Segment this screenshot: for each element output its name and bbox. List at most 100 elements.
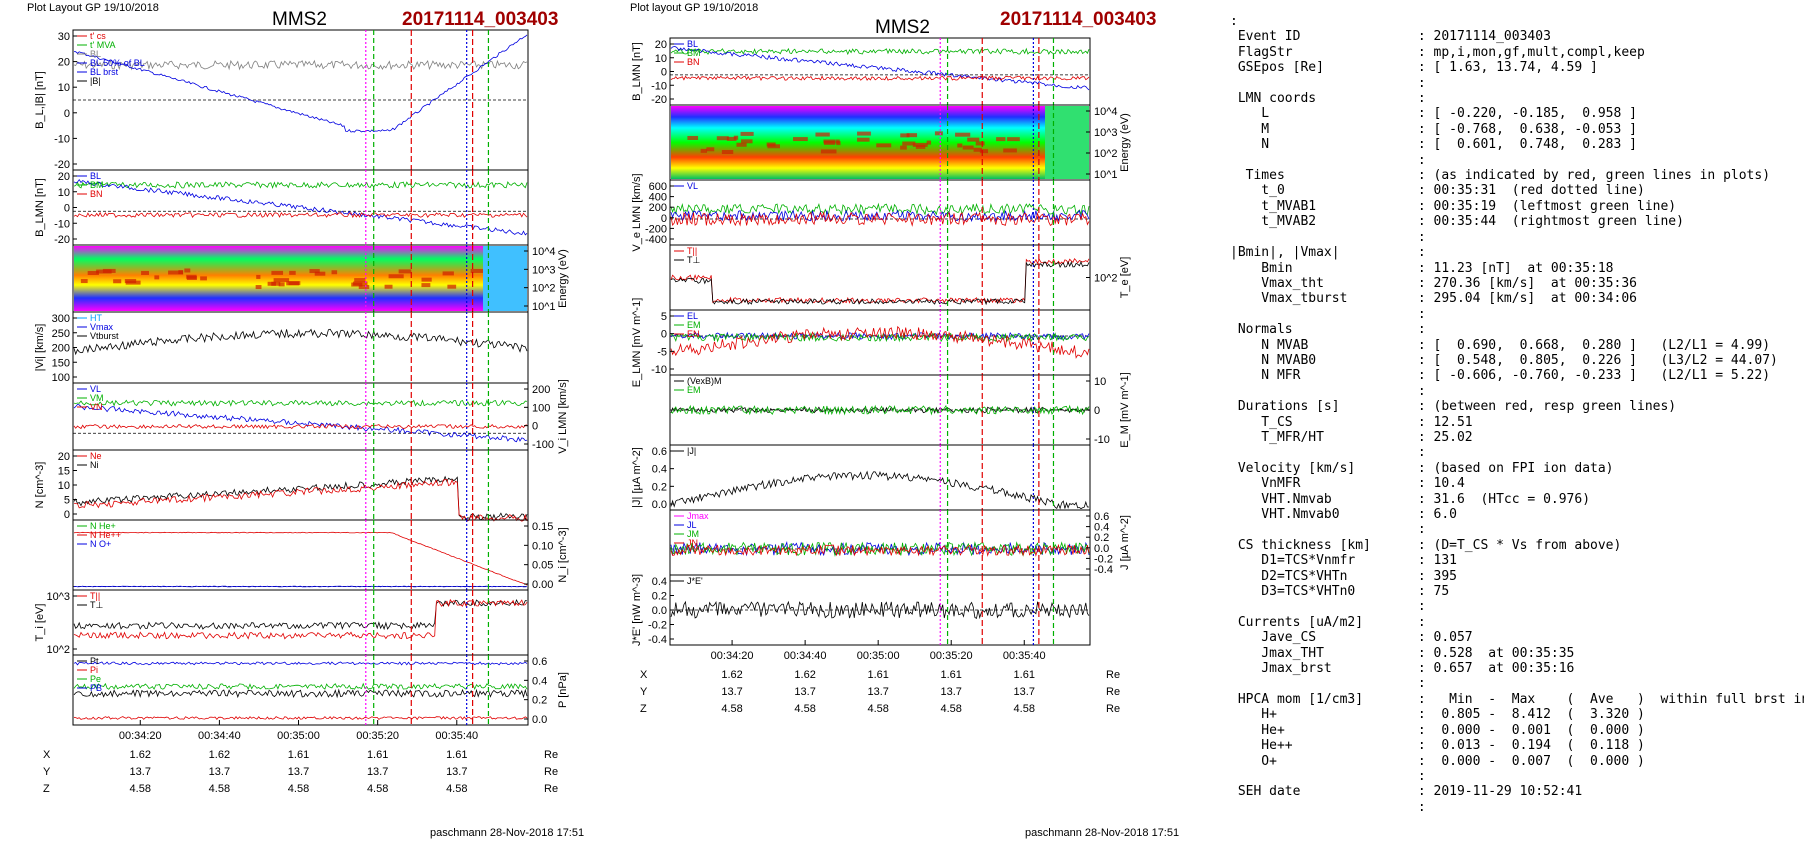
y-tick-label: 10 [58, 480, 70, 492]
panel-3: 10^4 10^3 10^2 10^1 Energy (eV) [72, 244, 569, 313]
spectrogram-sheath [483, 246, 527, 311]
no-trace [73, 585, 528, 588]
middle-plot-figure: Plot layout GP 19/10/2018 MMS2 20171114_… [630, 2, 1179, 839]
y-axis-label: E_LMN [mV m^-1] [631, 298, 643, 388]
y-tick-label: -10 [54, 133, 70, 145]
info-line: Bmin : 11.23 [nT] at 00:35:18 [1230, 260, 1614, 276]
y-tick-label: 0.15 [532, 521, 553, 533]
y-tick-label: 0 [661, 213, 667, 225]
info-line: t_0 : 00:35:31 (red dotted line) [1230, 183, 1645, 199]
y-axis-label: |Vi| [km/s] [34, 324, 46, 372]
info-line: Jmax_brst : 0.657 at 00:35:16 [1230, 661, 1575, 677]
vl-trace [73, 403, 528, 443]
spectrogram-hotspot [273, 278, 290, 283]
el-trace [670, 331, 1090, 341]
spectrogram-hotspot [331, 270, 338, 275]
bm-trace [73, 180, 528, 190]
jn-trace [670, 543, 1090, 557]
pos-value: 4.58 [367, 783, 388, 795]
pos-unit: Re [1106, 703, 1120, 715]
info-line: D1=TCS*Vnmfr : 131 [1230, 553, 1457, 569]
y-tick-label: -200 [645, 223, 667, 235]
legend-label: |J| [687, 446, 696, 456]
spectrogram-hotspot [721, 149, 734, 154]
legend-label: (VexB)M [687, 376, 722, 386]
info-line: He+ : 0.000 - 0.001 ( 0.000 ) [1230, 722, 1645, 738]
info-line: : [1230, 152, 1426, 168]
event-info-panel: : Event ID : 20171114_003403 FlagStr : m… [1230, 14, 1804, 815]
spectrogram-hotspot [113, 279, 122, 284]
legend-label: EN [687, 329, 700, 339]
legend-label: Ne [90, 451, 102, 461]
pos-value: 1.61 [446, 749, 467, 761]
y-tick-label: 30 [58, 31, 70, 43]
info-line: : [1230, 522, 1426, 538]
spectrogram-hotspot [154, 275, 160, 280]
y-tick-label: 10 [58, 82, 70, 94]
y-axis-label: T_i [eV] [34, 604, 46, 642]
info-line: LMN coords : [1230, 91, 1426, 107]
spectrogram-hotspot [309, 269, 320, 274]
y-tick-label: 10^2 [1094, 273, 1118, 285]
y-tick-label: -0.2 [1094, 553, 1113, 565]
spectrogram-hotspot [955, 132, 971, 137]
ni-trace [73, 475, 528, 521]
info-line: N MFR : [ -0.606, -0.760, -0.233 ] (L2/L… [1230, 368, 1771, 384]
y-tick-label: 0.4 [532, 675, 547, 687]
y-tick-label: 10 [58, 187, 70, 199]
info-line: FlagStr : mp,i,mon,gf,mult,compl,keep [1230, 44, 1645, 60]
middle-header: Plot layout GP 19/10/2018 [630, 2, 758, 14]
pos-row-label: Y [43, 766, 51, 778]
y-tick-label: 10^1 [1094, 169, 1118, 181]
y-tick-label: 0.4 [1094, 522, 1109, 534]
y-tick-label: 0.2 [1094, 532, 1109, 544]
info-line: VHT.Nmvab : 31.6 (HTcc = 0.976) [1230, 491, 1591, 507]
x-tick-label: 00:34:20 [711, 650, 754, 662]
spectrogram-hotspot [823, 140, 836, 145]
spectrogram-hotspot [876, 143, 892, 148]
panel-4: 10^2 T_e [eV] T||T⊥ [669, 244, 1131, 311]
y-tick-label: 10^3 [1094, 127, 1118, 139]
legend-label: BL [687, 39, 698, 49]
spectrogram-hotspot [314, 271, 326, 276]
spectrogram-hotspot [200, 276, 207, 281]
legend-label: t' MVA [90, 40, 116, 50]
y-axis-label: B_L,|B| [nT] [34, 71, 46, 129]
legend-label: VL [90, 384, 101, 394]
jdote-trace [670, 600, 1090, 620]
panel-frame [72, 311, 529, 384]
bn-trace [670, 75, 1090, 81]
spectrogram-hotspot [125, 280, 141, 285]
legend-label: VN [90, 402, 103, 412]
spectrogram-hotspot [706, 147, 715, 152]
spectrogram-hotspot [900, 145, 907, 150]
y-tick-label: -10 [651, 364, 667, 376]
left-footer: paschmann 28-Nov-2018 17:51 [430, 827, 584, 839]
spectrogram-hotspot [687, 135, 699, 140]
info-line: : [1230, 599, 1426, 615]
x-tick-label: 00:35:00 [857, 650, 900, 662]
info-line: T_MFR/HT : 25.02 [1230, 429, 1473, 445]
y-tick-label: -20 [651, 94, 667, 106]
panel-frame [72, 654, 529, 726]
jm-trace [670, 541, 1090, 557]
y-tick-label: 300 [52, 313, 70, 325]
legend-label: BN [90, 189, 103, 199]
y-axis-label: N_i [cm^-3] [557, 527, 569, 582]
bm-trace [670, 47, 1090, 56]
spectrogram-hotspot [857, 131, 871, 136]
y-tick-label: -0.4 [1094, 564, 1113, 576]
panel-frame [72, 519, 529, 591]
y-tick-label: 10^4 [532, 246, 556, 258]
y-tick-label: 150 [52, 357, 70, 369]
pos-value: 4.58 [1014, 703, 1035, 715]
info-line: H+ : 0.805 - 8.412 ( 3.320 ) [1230, 707, 1645, 723]
legend-label: T⊥ [687, 255, 700, 265]
y-axis-label: J [µA m^-2] [1119, 515, 1131, 570]
